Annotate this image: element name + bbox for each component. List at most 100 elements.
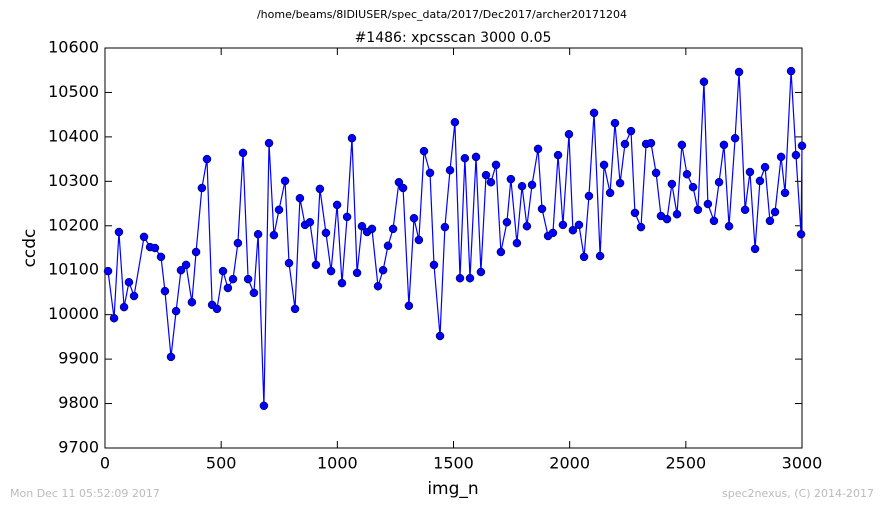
data-point xyxy=(517,181,527,191)
data-point xyxy=(688,182,698,192)
data-point xyxy=(218,266,228,276)
data-point xyxy=(109,313,119,323)
data-point xyxy=(129,291,139,301)
data-point xyxy=(243,274,253,284)
data-point xyxy=(730,133,740,143)
data-point xyxy=(124,277,134,287)
data-point xyxy=(284,258,294,268)
data-point xyxy=(280,176,290,186)
data-point xyxy=(373,281,383,291)
data-point xyxy=(425,168,435,178)
data-point xyxy=(512,238,522,248)
data-point xyxy=(419,146,429,156)
data-point xyxy=(558,220,568,230)
data-point xyxy=(233,238,243,248)
data-point xyxy=(496,247,506,257)
data-point xyxy=(114,227,124,237)
x-tick-label: 500 xyxy=(206,454,237,473)
data-point xyxy=(502,217,512,227)
y-tick-label: 10600 xyxy=(48,38,99,57)
data-point xyxy=(527,180,537,190)
data-point xyxy=(264,138,274,148)
data-point xyxy=(548,228,558,238)
data-point xyxy=(295,193,305,203)
data-point xyxy=(249,288,259,298)
data-point xyxy=(191,247,201,257)
data-point xyxy=(615,178,625,188)
data-point xyxy=(202,154,212,164)
data-point xyxy=(176,265,186,275)
x-tick-label: 2000 xyxy=(549,454,590,473)
data-point xyxy=(636,222,646,232)
data-point xyxy=(626,126,636,136)
data-point xyxy=(724,221,734,231)
data-point xyxy=(223,283,233,293)
y-axis-label: ccdc xyxy=(20,229,40,268)
data-point xyxy=(709,216,719,226)
x-tick-label: 2500 xyxy=(665,454,706,473)
data-point xyxy=(537,204,547,214)
data-point xyxy=(646,138,656,148)
y-tick-label: 9800 xyxy=(58,393,99,412)
data-point xyxy=(481,170,491,180)
data-point xyxy=(166,352,176,362)
data-point xyxy=(290,304,300,314)
y-tick-label: 10200 xyxy=(48,215,99,234)
data-point xyxy=(156,252,166,262)
data-point xyxy=(238,148,248,158)
data-point xyxy=(440,222,450,232)
data-point xyxy=(740,205,750,215)
y-tick-label: 10000 xyxy=(48,304,99,323)
data-point xyxy=(734,67,744,77)
chart-title: #1486: xpcsscan 3000 0.05 xyxy=(355,30,552,46)
data-point xyxy=(776,152,786,162)
data-point xyxy=(672,209,682,219)
data-point xyxy=(181,260,191,270)
data-point xyxy=(760,162,770,172)
data-point xyxy=(564,129,574,139)
data-point xyxy=(326,266,336,276)
data-point xyxy=(620,139,630,149)
footer-left: Mon Dec 11 05:52:09 2017 xyxy=(10,487,160,500)
data-point xyxy=(506,174,516,184)
data-point xyxy=(269,230,279,240)
data-point xyxy=(486,177,496,187)
y-tick-label: 10100 xyxy=(48,260,99,279)
data-point xyxy=(780,188,790,198)
data-point xyxy=(714,177,724,187)
data-point xyxy=(770,207,780,217)
data-point xyxy=(610,118,620,128)
data-point xyxy=(667,179,677,189)
data-point xyxy=(197,183,207,193)
x-tick-label: 0 xyxy=(100,454,110,473)
data-point xyxy=(553,150,563,160)
data-point xyxy=(357,221,367,231)
data-point xyxy=(460,153,470,163)
data-point xyxy=(259,401,269,411)
data-point xyxy=(315,184,325,194)
data-point xyxy=(332,200,342,210)
x-tick-label: 1000 xyxy=(317,454,358,473)
data-point xyxy=(584,191,594,201)
data-point xyxy=(533,144,543,154)
data-point xyxy=(394,177,404,187)
data-point xyxy=(662,214,672,224)
suptitle: /home/beams/8IDIUSER/spec_data/2017/Dec2… xyxy=(257,8,627,21)
data-point xyxy=(337,278,347,288)
data-point xyxy=(445,165,455,175)
data-point xyxy=(305,217,315,227)
data-point xyxy=(383,241,393,251)
data-point xyxy=(491,160,501,170)
data-point xyxy=(677,140,687,150)
footer-right: spec2nexus, (C) 2014-2017 xyxy=(722,487,874,500)
data-point xyxy=(378,265,388,275)
data-point xyxy=(796,229,806,239)
data-point xyxy=(579,252,589,262)
data-point xyxy=(595,251,605,261)
data-point xyxy=(274,205,284,215)
data-point xyxy=(476,267,486,277)
data-point xyxy=(750,244,760,254)
data-point xyxy=(414,235,424,245)
data-point xyxy=(455,273,465,283)
x-tick-label: 3000 xyxy=(782,454,823,473)
